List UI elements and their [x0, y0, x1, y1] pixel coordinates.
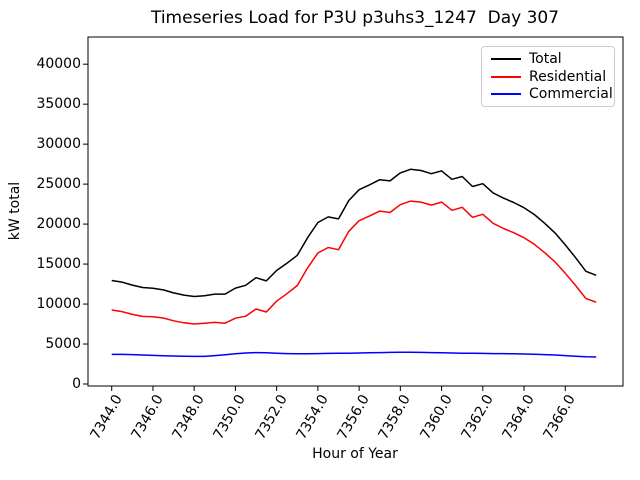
y-tick-label: 20000 [36, 215, 81, 232]
series-line-total [111, 168, 597, 298]
legend-line-sample-residential [491, 75, 521, 78]
y-tick-label: 10000 [36, 295, 81, 312]
legend-line-sample-commercial [491, 93, 521, 96]
legend-entry-residential: Residential [482, 68, 614, 86]
axes-box [87, 36, 624, 387]
series-line-commercial [111, 351, 597, 358]
legend-label-total: Total [529, 50, 562, 67]
y-tick-label: 40000 [36, 55, 81, 72]
legend-label-commercial: Commercial [529, 86, 613, 103]
y-tick-label: 15000 [36, 255, 81, 272]
y-tick-label: 30000 [36, 135, 81, 152]
legend-entry-total: Total [482, 50, 614, 68]
legend-line-sample-total [491, 57, 521, 60]
x-axis-label: Hour of Year [312, 446, 398, 462]
y-tick-label: 0 [72, 375, 81, 392]
legend-label-residential: Residential [529, 68, 607, 85]
y-tick-label: 5000 [45, 335, 81, 352]
legend: Total Residential Commercial [481, 46, 615, 107]
y-tick-label: 25000 [36, 175, 81, 192]
legend-entry-commercial: Commercial [482, 85, 614, 103]
chart-title: Timeseries Load for P3U p3uhs3_1247 Day … [150, 8, 560, 28]
y-tick-label: 35000 [36, 95, 81, 112]
series-line-residential [111, 200, 597, 325]
